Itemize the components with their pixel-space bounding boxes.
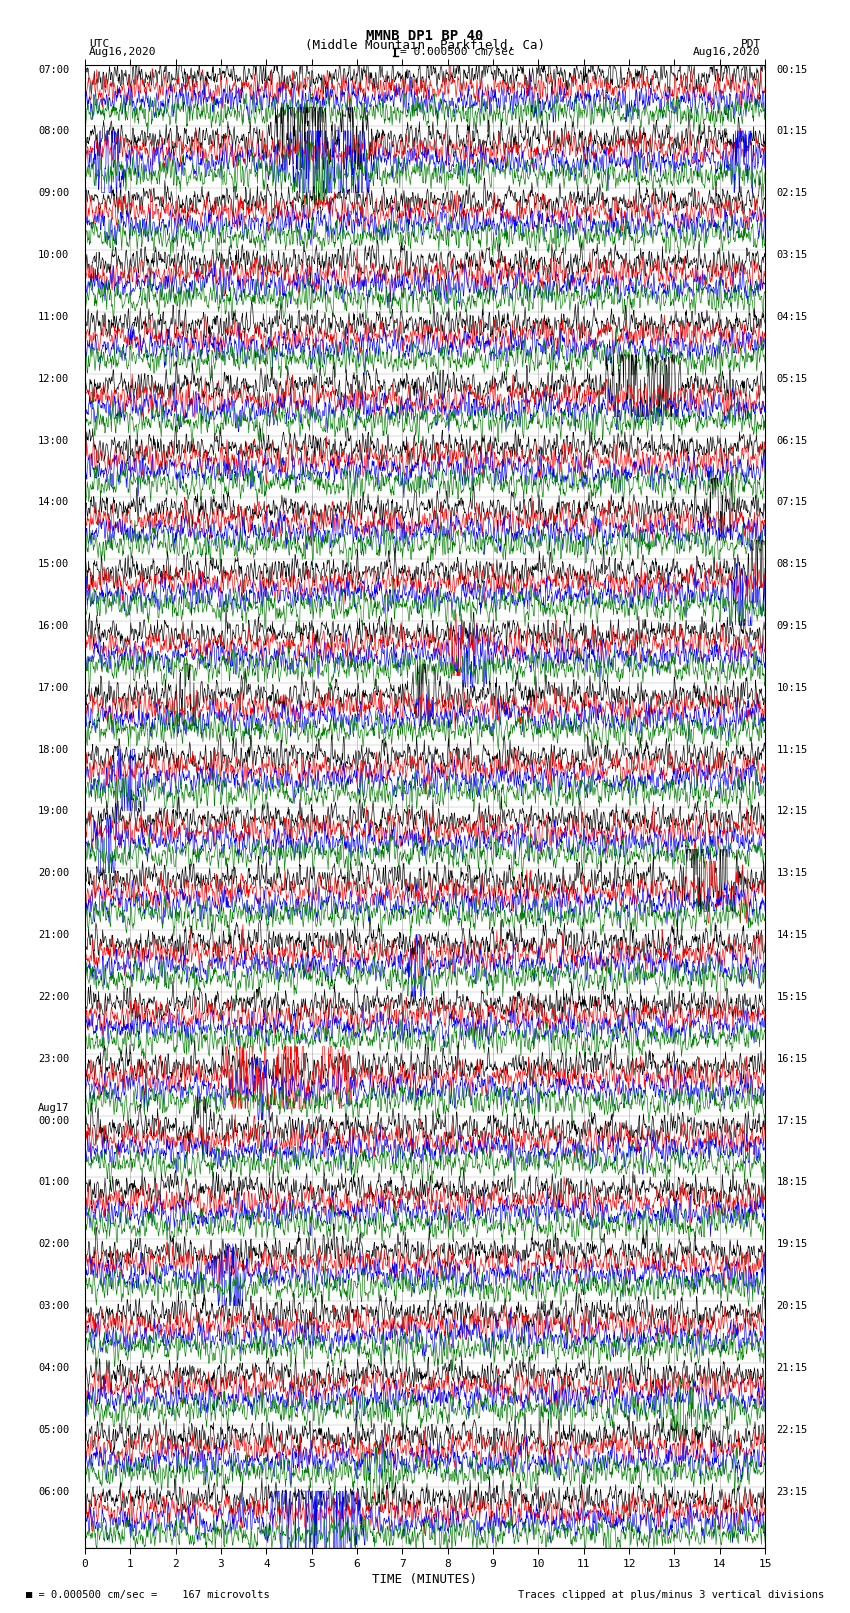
Text: MMNB DP1 BP 40: MMNB DP1 BP 40 [366, 29, 484, 44]
Text: 18:15: 18:15 [776, 1177, 808, 1187]
Text: Aug16,2020: Aug16,2020 [694, 47, 761, 56]
Text: 13:15: 13:15 [776, 868, 808, 879]
Text: 07:15: 07:15 [776, 497, 808, 508]
Text: 01:15: 01:15 [776, 126, 808, 137]
Text: 15:15: 15:15 [776, 992, 808, 1002]
Text: 00:15: 00:15 [776, 65, 808, 74]
Text: UTC: UTC [89, 39, 110, 48]
Text: 05:15: 05:15 [776, 374, 808, 384]
Text: 03:00: 03:00 [38, 1302, 69, 1311]
Text: 19:15: 19:15 [776, 1239, 808, 1250]
Text: 16:15: 16:15 [776, 1053, 808, 1065]
Text: 09:00: 09:00 [38, 189, 69, 198]
Text: 17:15: 17:15 [776, 1116, 808, 1126]
Text: 06:15: 06:15 [776, 436, 808, 445]
Text: 23:15: 23:15 [776, 1487, 808, 1497]
Text: 21:15: 21:15 [776, 1363, 808, 1373]
Text: (Middle Mountain, Parkfield, Ca): (Middle Mountain, Parkfield, Ca) [305, 39, 545, 52]
Text: 08:15: 08:15 [776, 560, 808, 569]
Text: 09:15: 09:15 [776, 621, 808, 631]
Text: 10:15: 10:15 [776, 682, 808, 694]
Text: = 0.000500 cm/sec: = 0.000500 cm/sec [400, 47, 514, 56]
Text: 14:15: 14:15 [776, 931, 808, 940]
Text: 06:00: 06:00 [38, 1487, 69, 1497]
Text: 17:00: 17:00 [38, 682, 69, 694]
Text: 10:00: 10:00 [38, 250, 69, 260]
Text: 02:00: 02:00 [38, 1239, 69, 1250]
Text: PDT: PDT [740, 39, 761, 48]
Text: 12:00: 12:00 [38, 374, 69, 384]
Text: 04:15: 04:15 [776, 311, 808, 323]
Text: 11:00: 11:00 [38, 311, 69, 323]
Text: Traces clipped at plus/minus 3 vertical divisions: Traces clipped at plus/minus 3 vertical … [518, 1590, 824, 1600]
Text: 22:00: 22:00 [38, 992, 69, 1002]
Text: 02:15: 02:15 [776, 189, 808, 198]
Text: 22:15: 22:15 [776, 1424, 808, 1436]
Text: Aug16,2020: Aug16,2020 [89, 47, 156, 56]
Text: 13:00: 13:00 [38, 436, 69, 445]
Text: 15:00: 15:00 [38, 560, 69, 569]
X-axis label: TIME (MINUTES): TIME (MINUTES) [372, 1573, 478, 1586]
Text: 03:15: 03:15 [776, 250, 808, 260]
Text: 08:00: 08:00 [38, 126, 69, 137]
Text: 16:00: 16:00 [38, 621, 69, 631]
Text: 12:15: 12:15 [776, 806, 808, 816]
Text: 21:00: 21:00 [38, 931, 69, 940]
Text: 01:00: 01:00 [38, 1177, 69, 1187]
Text: 14:00: 14:00 [38, 497, 69, 508]
Text: 11:15: 11:15 [776, 745, 808, 755]
Text: 19:00: 19:00 [38, 806, 69, 816]
Text: 23:00: 23:00 [38, 1053, 69, 1065]
Text: 05:00: 05:00 [38, 1424, 69, 1436]
Text: 18:00: 18:00 [38, 745, 69, 755]
Text: Aug17: Aug17 [38, 1103, 69, 1113]
Text: 20:15: 20:15 [776, 1302, 808, 1311]
Text: 20:00: 20:00 [38, 868, 69, 879]
Text: 04:00: 04:00 [38, 1363, 69, 1373]
Text: 00:00: 00:00 [38, 1116, 69, 1126]
Text: ■ = 0.000500 cm/sec =    167 microvolts: ■ = 0.000500 cm/sec = 167 microvolts [26, 1590, 269, 1600]
Text: 07:00: 07:00 [38, 65, 69, 74]
